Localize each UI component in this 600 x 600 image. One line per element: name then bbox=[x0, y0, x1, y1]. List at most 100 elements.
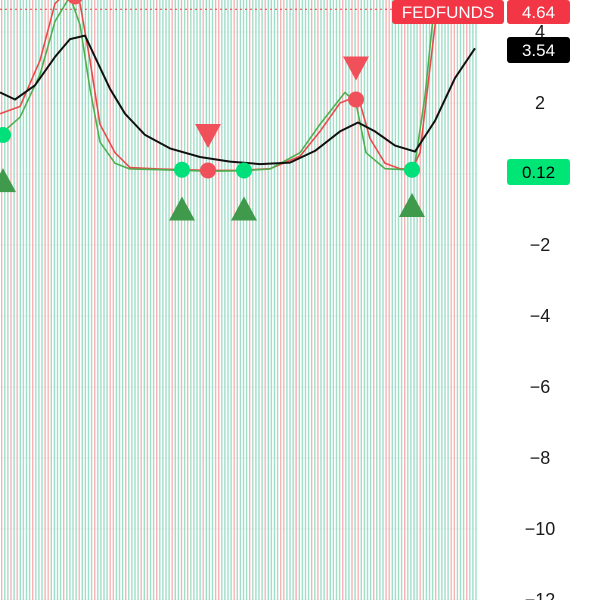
histogram-bar bbox=[63, 0, 65, 600]
histogram-bar bbox=[304, 0, 307, 600]
histogram-bar bbox=[416, 0, 418, 600]
price-axis[interactable]: 4 2 −2 −4 −6 −8 −10 −12 bbox=[525, 22, 556, 600]
histogram-bar bbox=[199, 0, 201, 600]
histogram-bar bbox=[326, 0, 328, 600]
buy-signal-triangle bbox=[399, 192, 425, 217]
histogram-bar bbox=[32, 0, 34, 600]
histogram-bar bbox=[335, 0, 338, 600]
histogram-bar bbox=[187, 0, 189, 600]
histogram-bar bbox=[267, 0, 269, 600]
histogram-bar bbox=[190, 0, 192, 600]
histogram-bar bbox=[332, 0, 335, 600]
histogram-bar bbox=[28, 0, 31, 600]
histogram-bar bbox=[137, 0, 139, 600]
histogram-bar bbox=[314, 0, 316, 600]
buy-dot bbox=[0, 126, 11, 143]
histogram-bar bbox=[447, 0, 449, 600]
sell-dot bbox=[200, 162, 216, 179]
histogram-bar bbox=[450, 0, 452, 600]
histogram-bar bbox=[283, 0, 285, 600]
histogram-bar bbox=[369, 0, 372, 600]
histogram-bar bbox=[66, 0, 68, 600]
histogram-bar bbox=[410, 0, 412, 600]
histogram-bar bbox=[422, 0, 424, 600]
histogram-bar bbox=[261, 0, 263, 600]
histogram-bar bbox=[301, 0, 304, 600]
histogram-bar bbox=[56, 0, 59, 600]
histogram-bar bbox=[264, 0, 266, 600]
histogram-bar bbox=[394, 0, 397, 600]
histogram-bar bbox=[128, 0, 130, 600]
histogram-bar bbox=[100, 0, 102, 600]
histogram-bar bbox=[224, 0, 226, 600]
histogram-bar bbox=[221, 0, 223, 600]
ma-value-badge[interactable]: 3.54 bbox=[507, 37, 570, 63]
histogram-bar bbox=[10, 0, 12, 600]
histogram-bar bbox=[236, 0, 238, 600]
histogram-bar bbox=[311, 0, 313, 600]
histogram-bars bbox=[1, 0, 477, 600]
histogram-bar bbox=[103, 0, 105, 600]
buy-signal-triangle bbox=[0, 168, 16, 193]
histogram-bar bbox=[469, 0, 471, 600]
histogram-bar bbox=[298, 0, 300, 600]
histogram-bar bbox=[338, 0, 341, 600]
histogram-bar bbox=[413, 0, 415, 600]
histogram-bar bbox=[292, 0, 294, 600]
buy-signal-triangle bbox=[231, 196, 257, 221]
histogram-bar bbox=[323, 0, 325, 600]
histogram-bar bbox=[360, 0, 362, 600]
histogram-bar bbox=[156, 0, 158, 600]
histogram-bar bbox=[1, 0, 3, 600]
histogram-bar bbox=[379, 0, 381, 600]
histogram-bar bbox=[400, 0, 403, 600]
histogram-bar bbox=[227, 0, 229, 600]
histogram-bar bbox=[252, 0, 254, 600]
current-value-label: 4.64 bbox=[522, 3, 555, 22]
histogram-bar bbox=[162, 0, 164, 600]
histogram-bar bbox=[59, 0, 62, 600]
ma-value-label: 3.54 bbox=[522, 41, 555, 60]
histogram-bar bbox=[146, 0, 149, 600]
histogram-bar bbox=[255, 0, 257, 600]
histogram-bar bbox=[425, 0, 428, 600]
histogram-bar bbox=[16, 0, 18, 600]
histogram-bar bbox=[106, 0, 108, 600]
histogram-bar bbox=[276, 0, 279, 600]
histogram-bar bbox=[329, 0, 331, 600]
histogram-bar bbox=[140, 0, 142, 600]
histogram-bar bbox=[7, 0, 9, 600]
histogram-bar bbox=[134, 0, 136, 600]
histogram-bar bbox=[249, 0, 251, 600]
buy-dot bbox=[236, 162, 252, 179]
current-value-badge[interactable]: 4.64 bbox=[507, 0, 570, 24]
histogram-bar bbox=[165, 0, 167, 600]
y-tick-label: −2 bbox=[530, 235, 551, 255]
y-tick-label: −4 bbox=[530, 306, 551, 326]
histogram-bar bbox=[295, 0, 297, 600]
histogram-bar bbox=[357, 0, 359, 600]
histogram-bar bbox=[348, 0, 350, 600]
histogram-bar bbox=[459, 0, 462, 600]
histogram-bar bbox=[351, 0, 353, 600]
y-tick-label: 2 bbox=[535, 93, 545, 113]
histogram-bar bbox=[239, 0, 242, 600]
histogram-bar bbox=[270, 0, 273, 600]
histogram-bar bbox=[242, 0, 245, 600]
histogram-bar bbox=[317, 0, 319, 600]
histogram-bar bbox=[38, 0, 40, 600]
histogram-bar bbox=[72, 0, 74, 600]
symbol-badge[interactable]: FEDFUNDS bbox=[392, 0, 504, 24]
histogram-bar bbox=[112, 0, 114, 600]
histogram-bar bbox=[84, 0, 87, 600]
histogram-bar bbox=[273, 0, 276, 600]
fast-value-badge[interactable]: 0.12 bbox=[507, 159, 570, 185]
histogram-bar bbox=[22, 0, 25, 600]
sell-signal-triangle bbox=[343, 56, 369, 81]
histogram-bar bbox=[444, 0, 446, 600]
histogram-bar bbox=[286, 0, 288, 600]
buy-dot bbox=[174, 161, 190, 178]
histogram-bar bbox=[149, 0, 152, 600]
histogram-bar bbox=[354, 0, 356, 600]
